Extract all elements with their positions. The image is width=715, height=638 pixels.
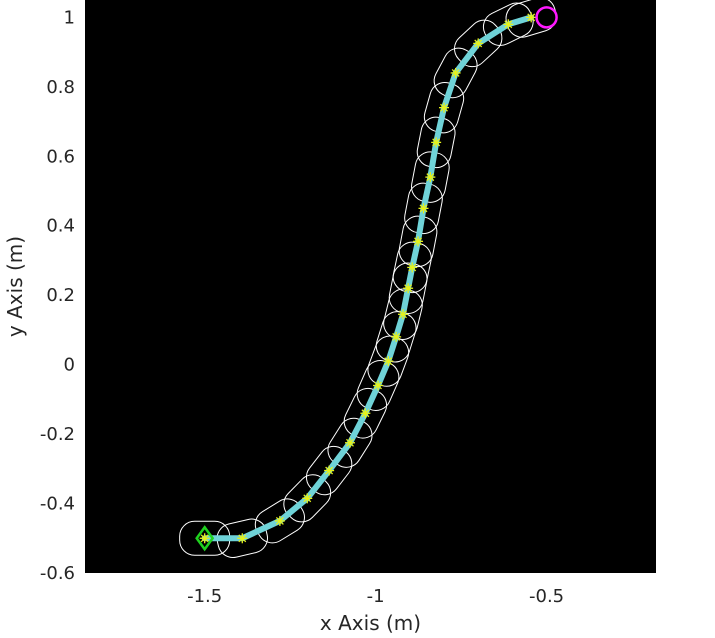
waypoint-marker — [360, 408, 371, 419]
waypoint-marker — [274, 515, 285, 526]
y-tick-label: -0.2 — [40, 424, 75, 445]
waypoint-marker — [503, 19, 514, 30]
waypoint-marker — [397, 309, 408, 320]
waypoint-marker — [324, 465, 335, 476]
y-tick-label: 0.4 — [46, 216, 75, 237]
y-tick-label: 0 — [64, 355, 75, 376]
y-tick-label: 0.6 — [46, 146, 75, 167]
waypoint-marker — [237, 533, 248, 544]
waypoint-marker — [407, 262, 418, 273]
waypoint-marker — [373, 380, 384, 391]
x-tick-label: -1 — [367, 586, 385, 607]
waypoint-marker — [439, 102, 450, 113]
waypoints — [199, 12, 537, 544]
waypoint-marker — [391, 331, 402, 342]
path-line — [201, 14, 535, 542]
waypoint-marker — [450, 67, 461, 78]
start-marker — [195, 525, 215, 552]
waypoint-marker — [526, 12, 537, 23]
y-tick-label: 0.8 — [46, 77, 75, 98]
waypoint-marker — [431, 137, 442, 148]
y-tick-label: 1 — [64, 7, 75, 28]
y-tick-label: -0.6 — [40, 563, 75, 584]
x-ticks: -1.5 -1 -0.5 — [187, 586, 564, 607]
vehicle-footprint — [433, 47, 478, 99]
y-tick-label: -0.4 — [40, 494, 75, 515]
waypoint-marker — [199, 533, 210, 544]
path-group — [201, 14, 535, 542]
goal-marker — [535, 6, 558, 29]
vehicle-footprint — [453, 19, 503, 68]
x-tick-label: -0.5 — [529, 586, 564, 607]
waypoint-marker — [425, 172, 436, 183]
waypoint-marker — [344, 437, 355, 448]
waypoint-marker — [413, 236, 424, 247]
y-ticks: -0.6 -0.4 -0.2 0 0.2 0.4 0.6 0.8 1 — [40, 7, 75, 584]
plot-area — [85, 0, 656, 573]
vehicle-footprint — [216, 518, 268, 558]
waypoint-marker — [383, 356, 394, 367]
waypoint-marker — [403, 283, 414, 294]
waypoint-marker — [302, 493, 313, 504]
x-axis-label: x Axis (m) — [320, 611, 421, 635]
x-tick-label: -1.5 — [187, 586, 222, 607]
markers — [195, 6, 558, 552]
y-axis-label: y Axis (m) — [3, 236, 27, 337]
waypoint-marker — [418, 203, 429, 214]
y-tick-label: 0.2 — [46, 285, 75, 306]
waypoint-marker — [473, 38, 484, 49]
